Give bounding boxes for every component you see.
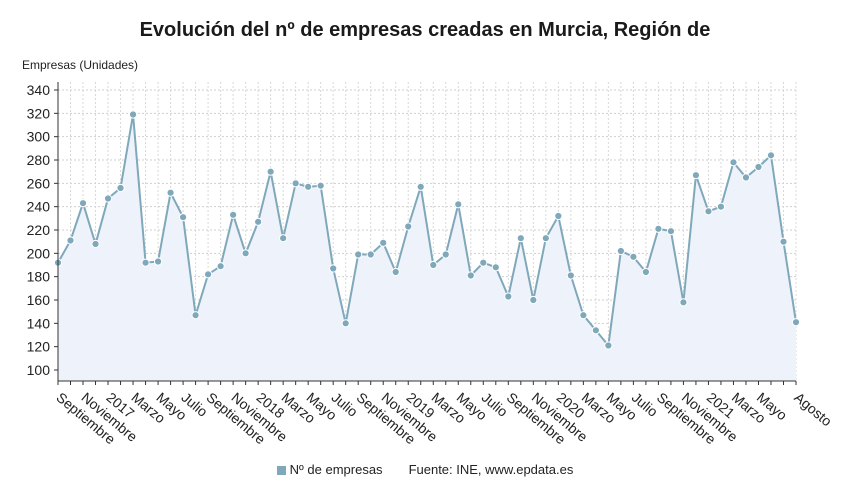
y-tick-label: 200 bbox=[27, 245, 51, 261]
data-point[interactable] bbox=[479, 258, 488, 267]
data-point[interactable] bbox=[178, 213, 188, 222]
data-point[interactable] bbox=[791, 318, 801, 327]
axes bbox=[57, 82, 797, 385]
data-point[interactable] bbox=[554, 211, 563, 221]
data-point[interactable] bbox=[529, 295, 538, 305]
data-point[interactable] bbox=[366, 250, 375, 259]
data-point[interactable] bbox=[329, 264, 338, 273]
data-point[interactable] bbox=[341, 319, 350, 328]
data-point[interactable] bbox=[229, 210, 238, 219]
data-point[interactable] bbox=[666, 227, 676, 236]
data-point[interactable] bbox=[216, 262, 225, 271]
area-layer bbox=[58, 114, 796, 381]
data-point[interactable] bbox=[116, 183, 125, 193]
data-point[interactable] bbox=[454, 200, 463, 209]
data-point[interactable] bbox=[279, 234, 288, 243]
data-point[interactable] bbox=[354, 250, 363, 259]
data-point[interactable] bbox=[291, 179, 300, 188]
x-tick-labels: SeptiembreNoviembre2017MarzoMayoJulioSep… bbox=[53, 389, 835, 447]
data-point[interactable] bbox=[491, 263, 500, 272]
data-point[interactable] bbox=[766, 151, 776, 160]
data-point[interactable] bbox=[429, 260, 438, 270]
chart-footer: Nº de empresas Fuente: INE, www.epdata.es bbox=[0, 462, 850, 477]
data-point[interactable] bbox=[504, 292, 513, 301]
data-point[interactable] bbox=[729, 158, 738, 167]
y-tick-label: 340 bbox=[27, 82, 51, 98]
y-tick-label: 280 bbox=[27, 152, 51, 168]
data-point[interactable] bbox=[779, 237, 788, 246]
data-point[interactable] bbox=[266, 167, 275, 176]
data-point[interactable] bbox=[66, 236, 75, 245]
data-point[interactable] bbox=[316, 181, 325, 190]
data-point[interactable] bbox=[404, 222, 413, 231]
data-point[interactable] bbox=[754, 162, 763, 172]
series-area bbox=[58, 114, 796, 381]
data-point[interactable] bbox=[204, 270, 213, 279]
y-tick-labels: 100 120 140 160 180 200 220 240 260 280 300 320 340 bbox=[27, 82, 58, 378]
legend-label[interactable]: Nº de empresas bbox=[289, 462, 383, 477]
y-tick-label: 220 bbox=[27, 222, 51, 238]
data-point[interactable] bbox=[441, 250, 450, 259]
data-point[interactable] bbox=[704, 207, 713, 216]
y-tick-label: 100 bbox=[27, 362, 51, 378]
data-point[interactable] bbox=[679, 298, 688, 307]
data-point[interactable] bbox=[191, 311, 200, 320]
data-point[interactable] bbox=[566, 271, 575, 280]
chart-title: Evolución del nº de empresas creadas en … bbox=[139, 19, 711, 41]
data-point[interactable] bbox=[166, 188, 175, 197]
y-tick-label: 160 bbox=[27, 292, 51, 308]
data-point[interactable] bbox=[591, 326, 600, 335]
data-point[interactable] bbox=[153, 257, 163, 266]
data-point[interactable] bbox=[616, 246, 625, 256]
data-point[interactable] bbox=[241, 249, 250, 258]
y-tick-label: 120 bbox=[27, 339, 51, 355]
y-tick-label: 260 bbox=[27, 175, 51, 191]
data-point[interactable] bbox=[103, 194, 113, 203]
legend-swatch bbox=[276, 466, 286, 475]
series-line bbox=[57, 114, 797, 348]
source-text: Fuente: INE, www.epdata.es bbox=[408, 462, 574, 477]
y-axis-label: Empresas (Unidades) bbox=[22, 58, 139, 72]
data-point[interactable] bbox=[541, 234, 550, 243]
data-point[interactable] bbox=[416, 182, 425, 191]
y-tick-label: 240 bbox=[27, 199, 51, 215]
points-layer bbox=[53, 110, 801, 350]
data-point[interactable] bbox=[91, 239, 100, 249]
data-point[interactable] bbox=[641, 267, 650, 277]
x-tick-label: Agosto bbox=[791, 389, 835, 429]
data-point[interactable] bbox=[654, 224, 663, 233]
data-point[interactable] bbox=[391, 267, 400, 277]
data-point[interactable] bbox=[629, 252, 638, 261]
y-tick-label: 320 bbox=[27, 105, 51, 121]
data-point[interactable] bbox=[466, 271, 475, 280]
data-point[interactable] bbox=[716, 202, 726, 211]
data-point[interactable] bbox=[516, 234, 525, 243]
y-tick-label: 180 bbox=[27, 269, 51, 285]
data-point[interactable] bbox=[691, 171, 701, 180]
data-point[interactable] bbox=[78, 199, 88, 208]
line-layer bbox=[57, 114, 797, 348]
data-point[interactable] bbox=[379, 238, 388, 247]
data-point[interactable] bbox=[141, 258, 150, 267]
data-point[interactable] bbox=[254, 217, 263, 226]
data-point[interactable] bbox=[128, 110, 138, 119]
y-tick-label: 140 bbox=[27, 315, 51, 331]
data-point[interactable] bbox=[604, 341, 613, 350]
y-tick-label: 300 bbox=[27, 129, 51, 145]
data-point[interactable] bbox=[304, 182, 313, 191]
data-point[interactable] bbox=[579, 311, 588, 320]
data-point[interactable] bbox=[741, 173, 751, 182]
